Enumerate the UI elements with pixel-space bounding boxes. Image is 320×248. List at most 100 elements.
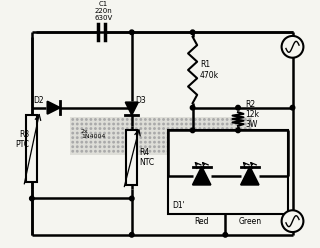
Circle shape xyxy=(199,151,201,152)
Circle shape xyxy=(95,132,96,134)
Circle shape xyxy=(117,132,119,134)
Circle shape xyxy=(126,146,128,148)
Circle shape xyxy=(86,128,87,129)
Circle shape xyxy=(140,151,141,152)
Circle shape xyxy=(176,146,178,148)
Circle shape xyxy=(204,146,205,148)
Circle shape xyxy=(199,146,201,148)
Circle shape xyxy=(236,137,237,138)
Circle shape xyxy=(226,128,228,129)
Circle shape xyxy=(181,151,182,152)
Circle shape xyxy=(231,151,232,152)
Circle shape xyxy=(131,151,132,152)
Circle shape xyxy=(145,141,146,143)
Circle shape xyxy=(154,119,155,120)
Circle shape xyxy=(154,146,155,148)
Circle shape xyxy=(208,123,210,125)
Circle shape xyxy=(99,146,101,148)
Circle shape xyxy=(117,146,119,148)
Circle shape xyxy=(222,128,223,129)
Circle shape xyxy=(113,151,114,152)
Circle shape xyxy=(130,233,134,237)
Circle shape xyxy=(76,132,78,134)
Circle shape xyxy=(108,151,110,152)
Circle shape xyxy=(145,128,146,129)
Circle shape xyxy=(176,151,178,152)
Circle shape xyxy=(176,123,178,125)
Circle shape xyxy=(222,151,223,152)
Circle shape xyxy=(167,119,169,120)
Circle shape xyxy=(249,146,251,148)
Circle shape xyxy=(181,137,182,138)
Circle shape xyxy=(145,123,146,125)
Circle shape xyxy=(208,151,210,152)
Circle shape xyxy=(136,128,137,129)
Circle shape xyxy=(90,119,92,120)
Circle shape xyxy=(186,132,187,134)
Circle shape xyxy=(176,132,178,134)
Circle shape xyxy=(236,128,240,133)
Circle shape xyxy=(140,119,141,120)
Circle shape xyxy=(190,105,195,110)
Circle shape xyxy=(131,141,132,143)
Circle shape xyxy=(72,132,74,134)
Circle shape xyxy=(226,146,228,148)
Circle shape xyxy=(117,141,119,143)
Circle shape xyxy=(72,137,74,138)
Circle shape xyxy=(199,119,201,120)
Circle shape xyxy=(126,132,128,134)
Circle shape xyxy=(163,123,164,125)
Text: R2
12k
3W: R2 12k 3W xyxy=(245,100,259,129)
Circle shape xyxy=(181,141,182,143)
Circle shape xyxy=(81,146,83,148)
Circle shape xyxy=(249,132,251,134)
Circle shape xyxy=(136,141,137,143)
Circle shape xyxy=(108,119,110,120)
Circle shape xyxy=(104,123,105,125)
Circle shape xyxy=(86,151,87,152)
Circle shape xyxy=(213,146,214,148)
Text: R3
PTC: R3 PTC xyxy=(15,130,29,149)
Circle shape xyxy=(186,128,187,129)
Polygon shape xyxy=(241,167,259,185)
Circle shape xyxy=(244,132,246,134)
Circle shape xyxy=(167,137,169,138)
Circle shape xyxy=(172,128,173,129)
Circle shape xyxy=(113,128,114,129)
Circle shape xyxy=(104,132,105,134)
Bar xyxy=(27,115,37,182)
Bar xyxy=(70,117,252,155)
Circle shape xyxy=(145,146,146,148)
Circle shape xyxy=(226,132,228,134)
Circle shape xyxy=(81,132,83,134)
Circle shape xyxy=(172,151,173,152)
Circle shape xyxy=(199,137,201,138)
Circle shape xyxy=(76,151,78,152)
Circle shape xyxy=(163,146,164,148)
Circle shape xyxy=(240,137,242,138)
Circle shape xyxy=(172,123,173,125)
Circle shape xyxy=(199,123,201,125)
Circle shape xyxy=(163,128,164,129)
Circle shape xyxy=(130,196,134,201)
Circle shape xyxy=(167,146,169,148)
Circle shape xyxy=(231,132,232,134)
Circle shape xyxy=(204,119,205,120)
Circle shape xyxy=(172,141,173,143)
Circle shape xyxy=(181,128,182,129)
Circle shape xyxy=(122,151,124,152)
Circle shape xyxy=(108,132,110,134)
Circle shape xyxy=(204,123,205,125)
Circle shape xyxy=(158,128,160,129)
Circle shape xyxy=(190,141,192,143)
Circle shape xyxy=(86,119,87,120)
Circle shape xyxy=(186,141,187,143)
Circle shape xyxy=(226,151,228,152)
Circle shape xyxy=(122,132,124,134)
Circle shape xyxy=(249,137,251,138)
Circle shape xyxy=(217,141,219,143)
Circle shape xyxy=(158,132,160,134)
Circle shape xyxy=(181,123,182,125)
Circle shape xyxy=(99,123,101,125)
Circle shape xyxy=(172,146,173,148)
